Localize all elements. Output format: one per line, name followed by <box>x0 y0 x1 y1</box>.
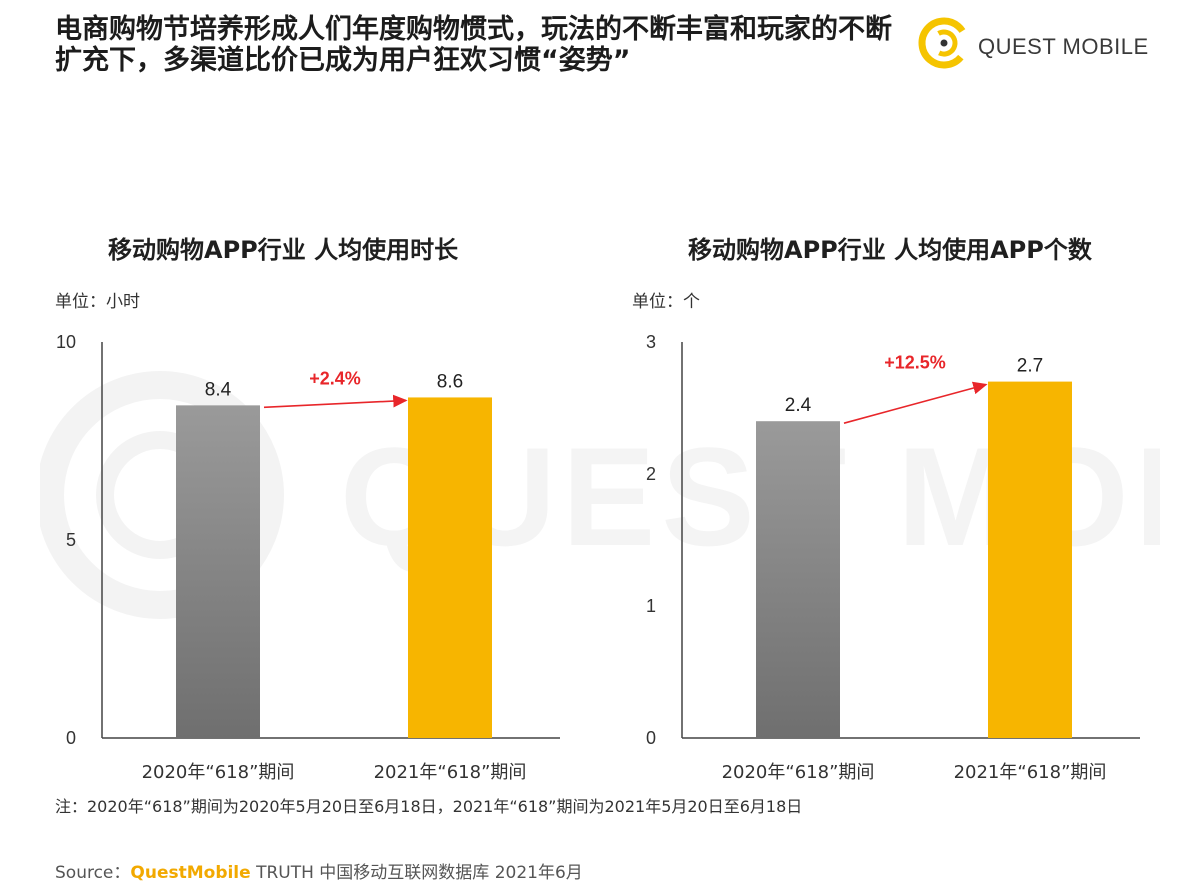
x-tick-label: 2020年“618”期间 <box>722 762 875 783</box>
footnote: 注：2020年“618”期间为2020年5月20日至6月18日，2021年“61… <box>55 797 803 816</box>
x-tick-label: 2021年“618”期间 <box>374 762 527 783</box>
source-rest: TRUTH 中国移动互联网数据库 2021年6月 <box>250 863 583 883</box>
y-tick-label: 5 <box>66 530 76 550</box>
growth-label: +12.5% <box>884 353 946 373</box>
source-line: Source：QuestMobile TRUTH 中国移动互联网数据库 2021… <box>55 858 583 883</box>
chart1-unit: 单位：小时 <box>55 292 140 312</box>
y-tick-label: 1 <box>646 596 656 616</box>
bar <box>176 405 260 738</box>
chart2-title: 移动购物APP行业 人均使用APP个数 <box>688 236 1092 264</box>
page-title: 电商购物节培养形成人们年度购物惯式，玩法的不断丰富和玩家的不断扩充下，多渠道比价… <box>55 14 892 76</box>
growth-label: +2.4% <box>309 368 361 388</box>
chart1-title: 移动购物APP行业 人均使用时长 <box>108 236 459 264</box>
growth-arrow <box>263 394 408 409</box>
bar <box>408 397 492 738</box>
y-tick-label: 2 <box>646 464 656 484</box>
data-label: 8.4 <box>205 379 232 400</box>
chart1-bar-chart: 0 5 10 8.4 2020年“618”期间 8.6 2021年“618”期间 +2.4% <box>56 332 560 783</box>
y-tick-label: 10 <box>56 332 76 352</box>
data-label: 8.6 <box>437 371 463 392</box>
x-tick-label: 2020年“618”期间 <box>142 762 295 783</box>
source-prefix: Source： <box>55 863 131 883</box>
x-tick-label: 2021年“618”期间 <box>954 762 1107 783</box>
chart2-unit: 单位：个 <box>632 292 700 312</box>
bar <box>756 421 840 738</box>
source-brand: QuestMobile <box>130 863 251 883</box>
logo-text: QUEST MOBILE <box>978 34 1149 59</box>
y-tick-label: 3 <box>646 332 656 352</box>
quest-mobile-logo <box>918 17 970 69</box>
chart2-bar-chart: 0 1 2 3 2.4 2020年“618”期间 2.7 2021年“618”期间 +12.5% <box>646 332 1140 783</box>
bar <box>988 381 1072 738</box>
data-label: 2.7 <box>1017 356 1043 377</box>
growth-arrow <box>843 381 988 424</box>
y-tick-label: 0 <box>646 728 656 748</box>
data-label: 2.4 <box>785 395 812 416</box>
y-tick-label: 0 <box>66 728 76 748</box>
